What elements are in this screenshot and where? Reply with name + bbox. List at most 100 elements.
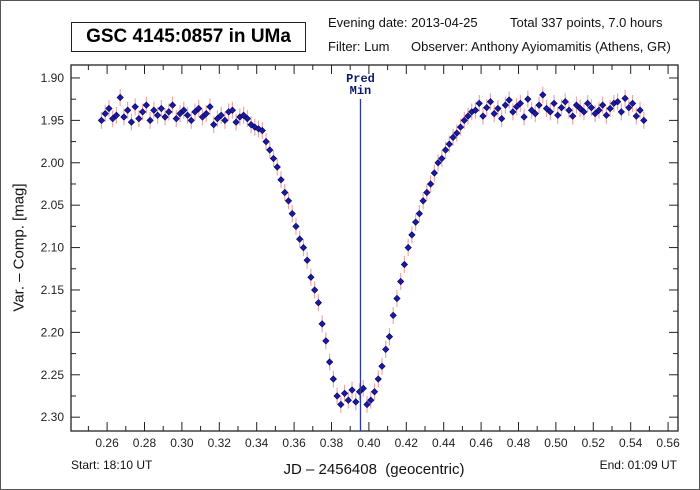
data-point: [561, 98, 569, 106]
x-tick-label: 0.28: [133, 436, 157, 450]
data-point: [217, 111, 225, 119]
data-point: [124, 106, 132, 114]
data-point: [625, 104, 633, 112]
data-point: [165, 108, 173, 116]
y-tick-label: 2.10: [41, 241, 65, 255]
observer-label: Observer: Anthony Ayiomamitis (Athens, G…: [411, 39, 671, 54]
data-point: [112, 111, 121, 119]
data-point: [613, 98, 622, 106]
data-point: [505, 96, 513, 104]
data-point: [557, 104, 566, 112]
x-axis-label: JD – 2456408 (geocentric): [283, 461, 465, 478]
data-point: [363, 400, 371, 409]
data-point: [131, 103, 139, 111]
x-tick-label: 0.32: [208, 436, 232, 450]
data-point: [258, 126, 266, 135]
data-point: [580, 108, 588, 116]
x-tick-label: 0.50: [544, 436, 568, 450]
data-point: [441, 146, 450, 154]
data-point: [311, 286, 319, 294]
data-point: [120, 113, 128, 121]
data-point: [153, 111, 162, 119]
data-point: [516, 99, 524, 108]
data-point: [382, 345, 390, 353]
data-point: [599, 101, 607, 109]
data-point: [569, 112, 577, 120]
data-point: [483, 104, 491, 112]
data-point: [318, 320, 326, 328]
data-point: [329, 375, 337, 383]
x-tick-label: 0.34: [245, 436, 269, 450]
data-point: [176, 109, 184, 118]
filter-label: Filter: Lum: [328, 39, 390, 54]
data-point: [262, 137, 270, 146]
data-point: [628, 99, 637, 108]
x-tick-label: 0.40: [357, 436, 381, 450]
x-tick-label: 0.54: [619, 436, 643, 450]
data-point: [288, 210, 296, 218]
data-point: [554, 111, 562, 119]
x-tick-label: 0.42: [395, 436, 419, 450]
data-point: [273, 163, 281, 171]
data-point: [105, 104, 113, 113]
end-time: End: 01:09 UT: [599, 458, 677, 472]
y-tick-label: 2.30: [41, 410, 65, 424]
data-point: [572, 101, 581, 109]
data-point: [498, 115, 506, 123]
data-point: [419, 197, 427, 205]
y-tick-label: 1.90: [41, 71, 65, 85]
data-point: [471, 106, 480, 114]
total-points: Total 337 points, 7.0 hours: [510, 15, 663, 30]
data-point: [512, 103, 521, 111]
data-point: [460, 116, 468, 124]
data-point: [393, 294, 401, 303]
data-point: [408, 231, 416, 239]
data-point: [400, 260, 409, 269]
data-point: [150, 106, 158, 114]
data-point: [486, 98, 495, 106]
data-point: [157, 104, 165, 113]
data-point: [135, 115, 143, 123]
data-point: [213, 115, 222, 123]
y-tick-label: 2.05: [41, 198, 65, 212]
data-point: [303, 256, 311, 264]
start-time: Start: 18:10 UT: [71, 458, 153, 472]
data-point: [269, 154, 278, 163]
data-point: [576, 104, 584, 113]
data-point: [389, 311, 397, 320]
data-point: [191, 108, 199, 116]
data-point: [494, 104, 502, 113]
data-point: [415, 210, 424, 218]
data-point: [434, 159, 442, 167]
data-point: [325, 358, 334, 366]
data-point: [296, 235, 304, 243]
data-point: [239, 111, 248, 119]
chart-title: GSC 4145:0857 in UMa: [71, 22, 306, 52]
data-point: [101, 109, 109, 118]
data-point: [172, 115, 180, 123]
data-point: [378, 362, 386, 370]
plot-frame: [70, 64, 679, 432]
data-point: [370, 388, 379, 396]
data-point: [535, 101, 543, 109]
data-point: [168, 101, 177, 109]
data-point: [97, 116, 106, 124]
data-point: [337, 400, 345, 409]
data-point: [187, 116, 195, 124]
data-point: [198, 113, 207, 121]
data-point: [602, 111, 611, 119]
y-tick-label: 2.15: [41, 283, 65, 297]
x-tick-label: 0.36: [282, 436, 306, 450]
data-point: [621, 94, 629, 102]
data-point: [161, 113, 169, 121]
data-point: [542, 104, 551, 113]
data-point: [352, 398, 360, 406]
data-point: [202, 109, 210, 118]
data-point: [266, 146, 274, 154]
data-point: [404, 243, 412, 252]
data-point: [344, 396, 352, 404]
x-tick-label: 0.52: [582, 436, 606, 450]
data-point: [475, 99, 483, 108]
data-point: [520, 113, 528, 121]
